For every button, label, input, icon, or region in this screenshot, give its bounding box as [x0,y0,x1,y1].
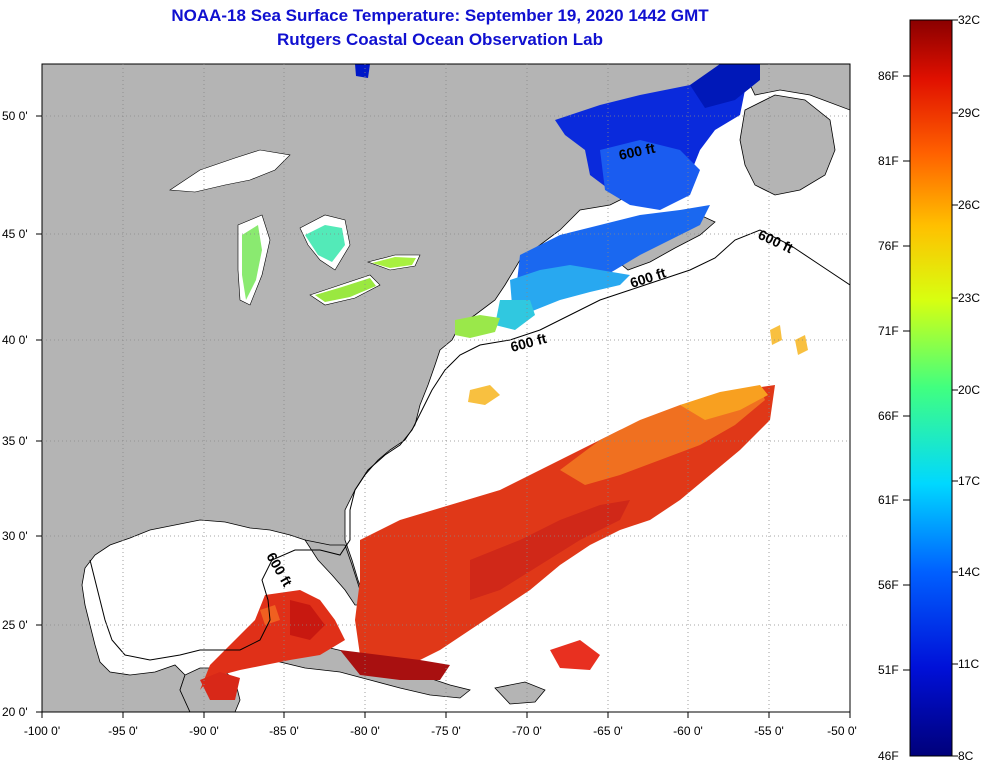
colorbar-c-label: 23C [958,291,980,305]
lat-label: 50 0' [2,109,28,123]
map-title: NOAA-18 Sea Surface Temperature: Septemb… [171,6,709,25]
lat-label: 35 0' [2,434,28,448]
colorbar-f-label: 61F [878,493,899,507]
lat-label: 40 0' [2,333,28,347]
colorbar-f-label: 66F [878,409,899,423]
colorbar-c-label: 8C [958,749,974,763]
land-labrador [739,64,850,111]
colorbar-f-label: 56F [878,578,899,592]
lon-label: -60 0' [673,724,703,738]
longitude-labels: -100 0' -95 0' -90 0' -85 0' -80 0' -75 … [24,724,857,738]
map-subtitle: Rutgers Coastal Ocean Observation Lab [277,30,603,49]
tick-marks [36,115,851,718]
lon-label: -95 0' [108,724,138,738]
sst-cold-waters [355,64,760,338]
colorbar-c-label: 26C [958,198,980,212]
land-newfoundland [739,94,836,196]
colorbar-f-label: 71F [878,324,899,338]
latitude-labels: 50 0' 45 0' 40 0' 35 0' 30 0' 25 0' 20 0… [2,109,28,719]
colorbar-f-label: 51F [878,663,899,677]
colorbar-f-label: 46F [878,749,899,763]
lon-label: -90 0' [189,724,219,738]
lat-label: 25 0' [2,618,28,632]
colorbar-f-label: 86F [878,69,899,83]
land-hispaniola [494,681,546,705]
colorbar-ticks [903,19,958,757]
colorbar-c-label: 20C [958,383,980,397]
lon-label: -70 0' [512,724,542,738]
sst-warm-waters [200,325,808,700]
colorbar-f-label: 76F [878,239,899,253]
isobath-label: 600 ft [617,140,656,163]
lat-label: 45 0' [2,227,28,241]
colorbar-c-label: 32C [958,13,980,27]
isobath-600ft [89,229,850,661]
land-north-america [42,64,771,712]
colorbar-celsius-labels: 32C 29C 26C 23C 20C 17C 14C 11C 8C [958,13,980,763]
lon-label: -50 0' [827,724,857,738]
colorbar-fahrenheit-labels: 86F 81F 76F 71F 66F 61F 56F 51F 46F [878,69,899,763]
lon-label: -55 0' [754,724,784,738]
lon-label: -85 0' [269,724,299,738]
lon-label: -80 0' [350,724,380,738]
colorbar-c-label: 11C [958,657,979,671]
lon-label: -100 0' [24,724,60,738]
colorbar-c-label: 14C [958,565,980,579]
colorbar-f-label: 81F [878,154,899,168]
lon-label: -75 0' [431,724,461,738]
colorbar-c-label: 17C [958,474,980,488]
graticule [42,64,850,712]
lat-label: 20 0' [2,705,28,719]
colorbar [909,19,953,757]
lat-label: 30 0' [2,529,28,543]
colorbar-c-label: 29C [958,106,980,120]
lon-label: -65 0' [593,724,623,738]
